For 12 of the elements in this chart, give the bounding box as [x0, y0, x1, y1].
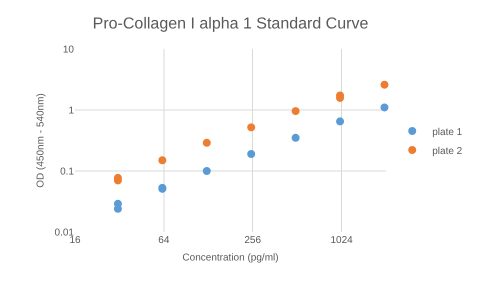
- x-tick-label: 1024: [330, 235, 354, 246]
- x-tick-label: 256: [244, 235, 262, 246]
- y-tick-label: 10: [62, 44, 74, 56]
- x-tick-label: 64: [158, 235, 170, 246]
- y-tick-label: 0.1: [60, 166, 74, 178]
- legend-label: plate 2: [432, 146, 463, 157]
- x-axis-title: Concentration (pg/ml): [182, 252, 279, 264]
- legend-label: plate 1: [432, 126, 463, 138]
- x-tick-label: 16: [69, 235, 81, 246]
- y-tick-label: 1: [68, 106, 74, 116]
- chart-title: Pro-Collagen I alpha 1 Standard Curve: [92, 16, 368, 33]
- y-axis-title: OD (450nm - 540nm): [36, 93, 47, 188]
